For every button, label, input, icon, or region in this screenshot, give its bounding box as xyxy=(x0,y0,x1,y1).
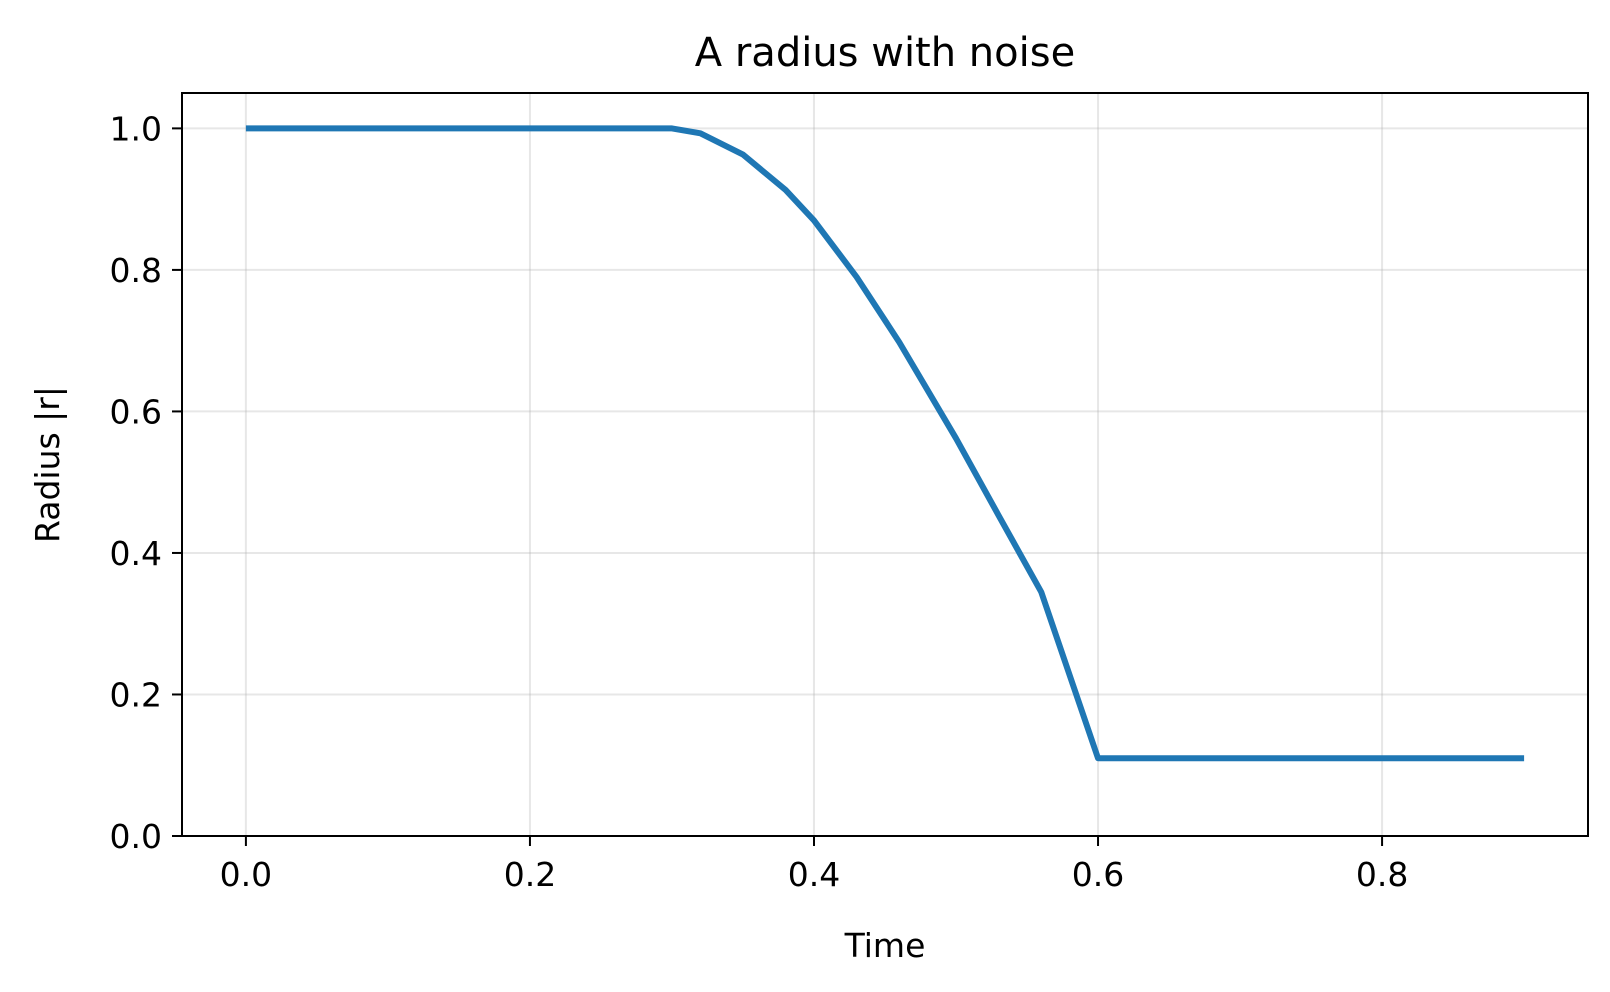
series-line xyxy=(245,125,1525,762)
chart-title: A radius with noise xyxy=(695,30,1075,76)
series-layer xyxy=(245,125,1525,762)
plot-frame xyxy=(181,92,1589,837)
y-axis-label: Radius |r| xyxy=(28,386,67,543)
y-tick-label: 0.0 xyxy=(110,817,162,856)
x-tick-label: 0.6 xyxy=(1072,855,1124,894)
x-axis-label: Time xyxy=(844,926,926,965)
y-tick-label: 1.0 xyxy=(110,109,162,148)
ticks: 0.0 0.2 0.4 0.6 0.8 0.0 0.2 0.4 0.6 0.8 1.0 xyxy=(110,109,1409,894)
y-tick-label: 0.8 xyxy=(110,251,162,290)
y-tick-label: 0.2 xyxy=(110,675,162,714)
x-tick-label: 0.4 xyxy=(788,855,840,894)
x-tick-label: 0.0 xyxy=(220,855,272,894)
y-tick-label: 0.6 xyxy=(110,392,162,431)
x-tick-label: 0.2 xyxy=(504,855,556,894)
y-tick-label: 0.4 xyxy=(110,534,162,573)
x-tick-label: 0.8 xyxy=(1356,855,1408,894)
